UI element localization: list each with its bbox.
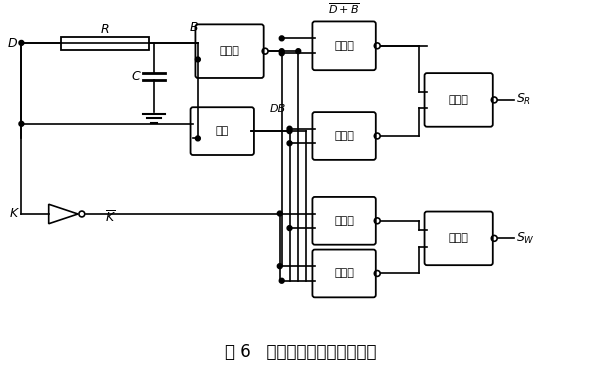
Text: 与门: 与门 bbox=[216, 126, 229, 136]
FancyBboxPatch shape bbox=[312, 21, 376, 70]
Polygon shape bbox=[49, 204, 78, 224]
Circle shape bbox=[196, 57, 200, 62]
Text: 与非门: 与非门 bbox=[334, 41, 354, 51]
Text: $S_W$: $S_W$ bbox=[516, 231, 535, 246]
Circle shape bbox=[287, 226, 292, 231]
Text: 与非门: 与非门 bbox=[448, 95, 468, 105]
Circle shape bbox=[278, 264, 282, 269]
Circle shape bbox=[19, 41, 24, 45]
FancyBboxPatch shape bbox=[312, 249, 376, 297]
Circle shape bbox=[279, 36, 284, 41]
FancyBboxPatch shape bbox=[424, 73, 493, 127]
Text: 图 6   双向恒压控制的驱动电路: 图 6 双向恒压控制的驱动电路 bbox=[226, 344, 377, 361]
Text: R: R bbox=[101, 23, 110, 35]
Text: 或非门: 或非门 bbox=[220, 46, 240, 56]
FancyBboxPatch shape bbox=[196, 24, 264, 78]
Text: $\overline{D+B}$: $\overline{D+B}$ bbox=[328, 1, 360, 16]
Text: K: K bbox=[9, 207, 17, 221]
FancyBboxPatch shape bbox=[191, 107, 254, 155]
Text: D: D bbox=[8, 37, 17, 50]
Circle shape bbox=[279, 51, 284, 56]
Circle shape bbox=[279, 49, 284, 54]
Text: 与非门: 与非门 bbox=[334, 269, 354, 279]
Circle shape bbox=[19, 121, 24, 126]
Text: 与非门: 与非门 bbox=[334, 131, 354, 141]
FancyBboxPatch shape bbox=[61, 37, 149, 50]
Text: B: B bbox=[190, 21, 198, 34]
Circle shape bbox=[296, 49, 301, 54]
Circle shape bbox=[196, 136, 200, 141]
Circle shape bbox=[278, 211, 282, 216]
Text: C: C bbox=[132, 70, 140, 83]
Circle shape bbox=[279, 278, 284, 283]
FancyBboxPatch shape bbox=[424, 211, 493, 265]
FancyBboxPatch shape bbox=[312, 112, 376, 160]
Circle shape bbox=[287, 141, 292, 146]
Text: $S_R$: $S_R$ bbox=[516, 92, 531, 107]
Circle shape bbox=[287, 129, 292, 134]
Text: $\overline{K}$: $\overline{K}$ bbox=[105, 210, 116, 226]
Text: DB: DB bbox=[269, 104, 285, 114]
FancyBboxPatch shape bbox=[312, 197, 376, 245]
Circle shape bbox=[287, 126, 292, 131]
Text: 与非门: 与非门 bbox=[334, 216, 354, 226]
Text: 与非门: 与非门 bbox=[448, 233, 468, 244]
